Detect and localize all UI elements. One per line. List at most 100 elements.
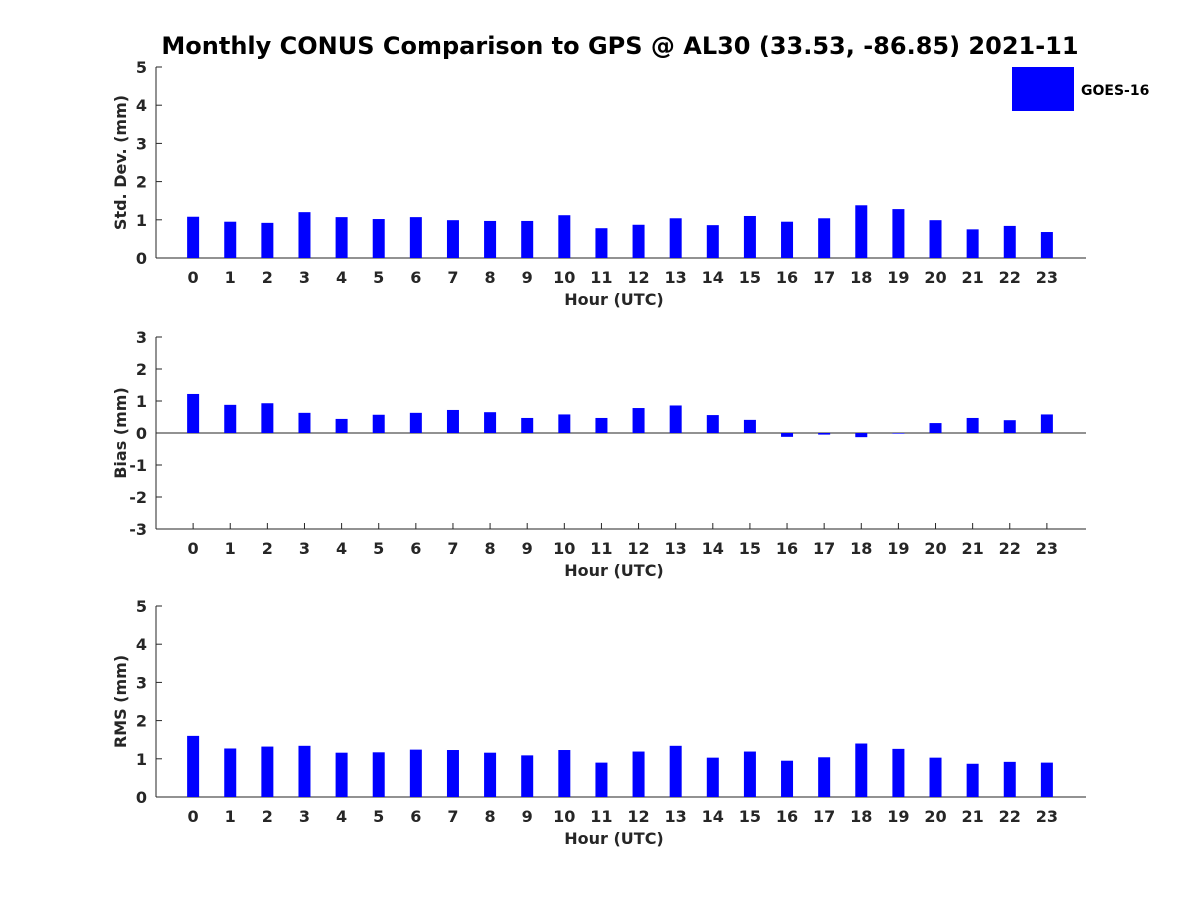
legend-swatch — [1012, 67, 1074, 111]
bar-hour-17 — [818, 433, 831, 435]
x-tick-label: 12 — [627, 268, 649, 287]
x-tick-label: 22 — [999, 268, 1021, 287]
bar-hour-14 — [706, 225, 719, 258]
bar-hour-15 — [743, 419, 756, 433]
x-tick-label: 18 — [850, 807, 872, 826]
bar-hour-5 — [372, 414, 385, 433]
x-tick-label: 19 — [887, 268, 909, 287]
x-tick-label: 6 — [410, 539, 421, 558]
bar-hour-20 — [929, 757, 942, 797]
x-axis-label: Hour (UTC) — [564, 829, 664, 848]
bar-hour-12 — [632, 224, 645, 258]
x-tick-label: 3 — [299, 268, 310, 287]
bar-hour-18 — [855, 205, 868, 258]
y-axis-label: Bias (mm) — [111, 387, 130, 479]
y-tick-label: 0 — [136, 788, 147, 807]
bar-hour-22 — [1003, 420, 1016, 433]
x-tick-label: 0 — [188, 807, 199, 826]
bar-hour-15 — [743, 751, 756, 797]
bar-hour-13 — [669, 218, 682, 258]
x-tick-label: 17 — [813, 539, 835, 558]
bar-hour-23 — [1040, 414, 1053, 433]
x-tick-label: 1 — [225, 807, 236, 826]
x-tick-label: 10 — [553, 539, 575, 558]
x-tick-label: 11 — [590, 807, 612, 826]
bar-hour-8 — [484, 752, 497, 797]
bar-hour-22 — [1003, 225, 1016, 258]
bar-hour-9 — [521, 417, 534, 433]
x-tick-label: 9 — [522, 268, 533, 287]
x-axis-label: Hour (UTC) — [564, 290, 664, 309]
bar-hour-12 — [632, 751, 645, 797]
x-tick-label: 15 — [739, 268, 761, 287]
x-tick-label: 6 — [410, 268, 421, 287]
x-tick-label: 23 — [1036, 539, 1058, 558]
bar-hour-17 — [818, 757, 831, 797]
bar-hour-2 — [261, 222, 274, 258]
bar-hour-13 — [669, 745, 682, 797]
x-tick-label: 22 — [999, 539, 1021, 558]
bar-hour-1 — [224, 404, 237, 433]
x-tick-label: 14 — [702, 268, 724, 287]
bar-hour-21 — [966, 763, 979, 797]
bar-hour-3 — [298, 412, 311, 433]
bar-hour-4 — [335, 418, 348, 433]
bar-hour-11 — [595, 417, 608, 433]
bar-hour-18 — [855, 743, 868, 797]
bar-hour-10 — [558, 215, 571, 258]
x-axis-label: Hour (UTC) — [564, 561, 664, 580]
bar-hour-9 — [521, 755, 534, 797]
bar-hour-20 — [929, 220, 942, 258]
x-tick-label: 18 — [850, 268, 872, 287]
x-tick-label: 7 — [447, 268, 458, 287]
y-axis-label: RMS (mm) — [111, 655, 130, 748]
y-tick-label: 2 — [136, 360, 147, 379]
bar-hour-1 — [224, 221, 237, 258]
x-tick-label: 7 — [447, 539, 458, 558]
bar-hour-8 — [484, 412, 497, 433]
y-tick-label: 1 — [136, 392, 147, 411]
x-tick-label: 15 — [739, 807, 761, 826]
bar-hour-0 — [187, 216, 200, 258]
x-tick-label: 10 — [553, 268, 575, 287]
bar-hour-7 — [446, 220, 459, 258]
x-tick-label: 1 — [225, 539, 236, 558]
bar-hour-16 — [781, 221, 794, 258]
bar-hour-19 — [892, 433, 905, 434]
x-tick-label: 3 — [299, 807, 310, 826]
x-tick-label: 23 — [1036, 807, 1058, 826]
x-tick-label: 1 — [225, 268, 236, 287]
bar-hour-15 — [743, 215, 756, 258]
bar-hour-5 — [372, 219, 385, 258]
bar-hour-4 — [335, 752, 348, 797]
bar-hour-6 — [409, 412, 422, 433]
bar-hour-11 — [595, 228, 608, 258]
bar-hour-6 — [409, 749, 422, 797]
x-tick-label: 5 — [373, 268, 384, 287]
x-tick-label: 4 — [336, 268, 347, 287]
x-tick-label: 20 — [924, 268, 946, 287]
x-tick-label: 13 — [665, 268, 687, 287]
x-tick-label: 5 — [373, 539, 384, 558]
bar-hour-19 — [892, 209, 905, 258]
x-tick-label: 18 — [850, 539, 872, 558]
bar-hour-23 — [1040, 762, 1053, 797]
bar-hour-16 — [781, 433, 794, 437]
y-tick-label: 3 — [136, 328, 147, 347]
x-tick-label: 9 — [522, 807, 533, 826]
x-tick-label: 14 — [702, 539, 724, 558]
y-tick-label: 4 — [136, 96, 147, 115]
x-tick-label: 7 — [447, 807, 458, 826]
y-tick-label: -3 — [129, 520, 147, 539]
bar-hour-16 — [781, 760, 794, 797]
x-tick-label: 0 — [188, 268, 199, 287]
x-tick-label: 12 — [627, 539, 649, 558]
y-tick-label: -2 — [129, 488, 147, 507]
bar-hour-3 — [298, 212, 311, 258]
x-tick-label: 23 — [1036, 268, 1058, 287]
bar-hour-22 — [1003, 761, 1016, 797]
